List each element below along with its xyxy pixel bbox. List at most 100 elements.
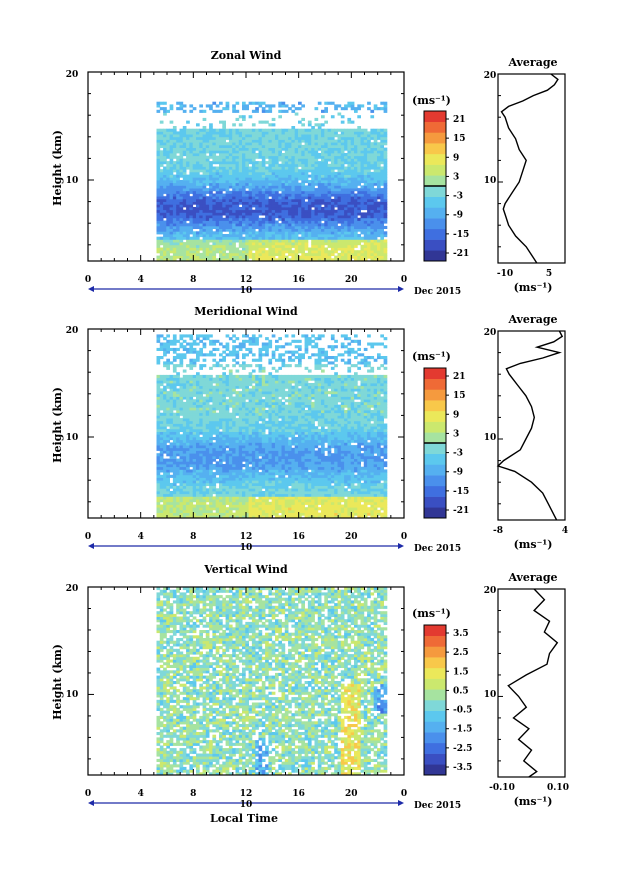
heatmap-cell — [288, 196, 292, 200]
heatmap-cell — [169, 239, 174, 243]
heatmap-cell — [307, 252, 312, 256]
heatmap-cell — [294, 215, 299, 219]
heatmap-cell — [186, 174, 190, 178]
heatmap-cell — [219, 239, 223, 243]
heatmap-cell — [176, 250, 180, 254]
heatmap-cell — [176, 252, 180, 256]
heatmap-cell — [186, 342, 190, 346]
heatmap-cell — [265, 196, 269, 200]
heatmap-cell — [172, 212, 177, 216]
heatmap-cell — [182, 204, 187, 208]
heatmap-cell — [265, 180, 269, 184]
heatmap-cell — [189, 255, 194, 259]
heatmap-cell — [271, 158, 276, 162]
heatmap-cell — [205, 337, 210, 341]
heatmap-cell — [192, 239, 197, 243]
heatmap-cell — [360, 144, 365, 148]
heatmap-cell — [327, 212, 332, 216]
heatmap-cell — [176, 353, 180, 357]
heatmap-cell — [156, 374, 161, 378]
heatmap-cell — [321, 252, 325, 256]
heatmap-cell — [163, 182, 167, 186]
heatmap-cell — [186, 504, 190, 508]
heatmap-cell — [354, 228, 358, 232]
heatmap-cell — [176, 491, 180, 495]
heatmap-cell — [196, 180, 200, 184]
heatmap-cell — [255, 161, 259, 165]
heatmap-cell — [156, 396, 161, 400]
heatmap-cell — [169, 377, 174, 381]
heatmap-cell — [196, 136, 200, 140]
heatmap-cell — [265, 128, 269, 132]
heatmap-cell — [314, 236, 319, 240]
heatmap-cell — [238, 169, 243, 173]
heatmap-cell — [215, 228, 220, 232]
heatmap-cell — [202, 228, 207, 232]
heatmap-cell — [258, 147, 263, 151]
heatmap-cell — [340, 188, 345, 192]
heatmap-cell — [242, 244, 246, 248]
heatmap-cell — [209, 217, 213, 221]
heatmap-cell — [232, 439, 236, 443]
heatmap-cell — [196, 161, 200, 165]
heatmap-cell — [215, 469, 220, 473]
heatmap-cell — [268, 177, 273, 181]
heatmap-cell — [219, 464, 223, 468]
heatmap-cell — [291, 155, 296, 159]
heatmap-cell — [219, 410, 223, 414]
heatmap-cell — [159, 334, 164, 338]
colorbar-swatch — [424, 186, 446, 198]
heatmap-cell — [317, 225, 322, 229]
heatmap-cell — [304, 169, 309, 173]
heatmap-cell — [278, 136, 282, 140]
heatmap-cell — [159, 207, 164, 211]
heatmap-cell — [172, 190, 177, 194]
heatmap-cell — [298, 185, 302, 189]
heatmap-cell — [225, 477, 230, 481]
heatmap-cell — [307, 128, 312, 132]
heatmap-cell — [238, 231, 243, 235]
heatmap-cell — [199, 136, 203, 140]
heatmap-cell — [159, 134, 164, 138]
heatmap-cell — [219, 504, 223, 508]
heatmap-cell — [219, 244, 223, 248]
heatmap-cell — [219, 447, 223, 451]
heatmap-cell — [212, 209, 217, 213]
heatmap-cell — [275, 250, 279, 254]
heatmap-cell — [163, 196, 167, 200]
heatmap-cell — [222, 393, 226, 397]
heatmap-cell — [251, 123, 256, 127]
heatmap-cell — [199, 196, 203, 200]
heatmap-cell — [199, 231, 203, 235]
heatmap-cell — [225, 150, 230, 154]
heatmap-cell — [219, 385, 223, 389]
heatmap-cell — [330, 161, 335, 165]
heatmap-cell — [205, 474, 210, 478]
heatmap-cell — [182, 182, 187, 186]
heatmap-cell — [242, 228, 246, 232]
heatmap-cell — [172, 144, 177, 148]
heatmap-cell — [291, 158, 296, 162]
heatmap-cell — [298, 209, 302, 213]
heatmap-cell — [245, 153, 249, 157]
heatmap-cell — [225, 188, 230, 192]
heatmap-cell — [334, 190, 338, 194]
heatmap-cell — [215, 472, 220, 476]
heatmap-cell — [225, 472, 230, 476]
heatmap-cell — [172, 196, 177, 200]
heatmap-cell — [215, 504, 220, 508]
heatmap-cell — [176, 136, 180, 140]
heatmap-cell — [238, 223, 243, 227]
heatmap-cell — [360, 215, 365, 219]
heatmap-cell — [294, 193, 299, 197]
heatmap-cell — [373, 158, 378, 162]
heatmap-cell — [222, 458, 226, 462]
heatmap-cell — [225, 399, 230, 403]
heatmap-cell — [159, 515, 164, 518]
heatmap-cell — [347, 136, 352, 140]
heatmap-cell — [354, 204, 358, 208]
heatmap-cell — [156, 101, 161, 105]
heatmap-cell — [304, 185, 309, 189]
heatmap-cell — [205, 407, 210, 411]
heatmap-cell — [248, 255, 253, 259]
